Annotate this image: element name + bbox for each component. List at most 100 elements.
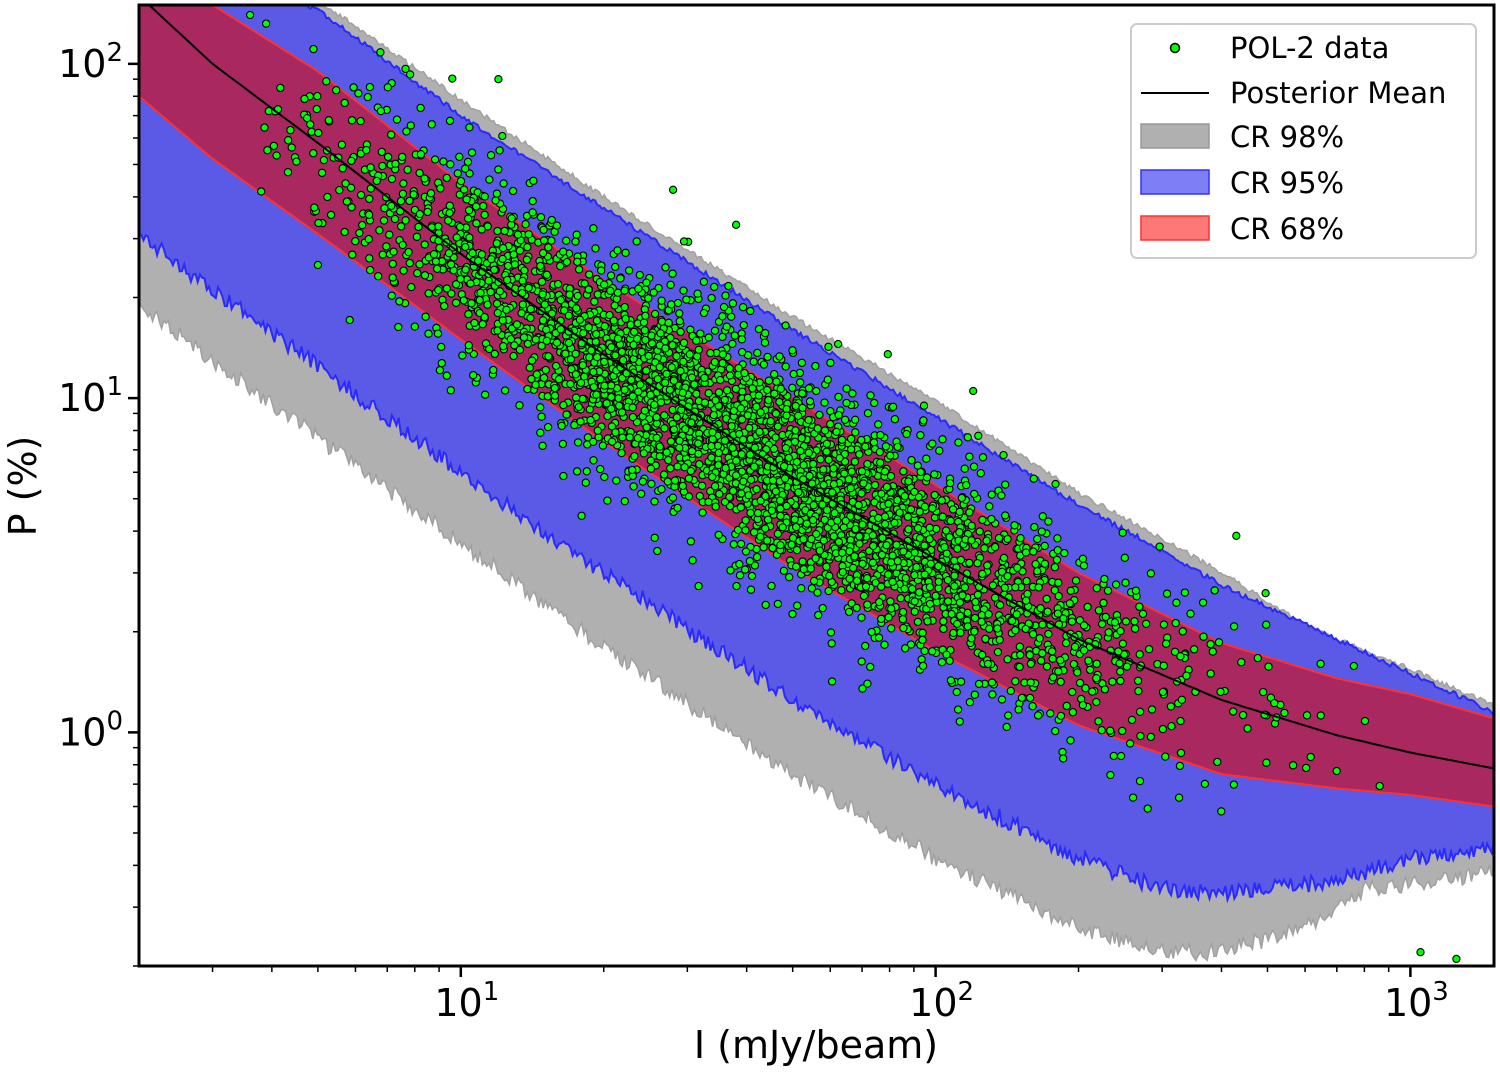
data-point <box>1051 479 1060 489</box>
data-point <box>416 150 426 159</box>
data-point <box>420 271 430 280</box>
data-point <box>960 464 969 473</box>
data-point <box>509 250 518 259</box>
data-point <box>925 534 934 544</box>
data-point <box>1172 598 1181 607</box>
data-point <box>455 222 465 232</box>
data-point <box>536 403 545 412</box>
data-point <box>910 570 919 580</box>
data-point <box>537 412 546 421</box>
data-point <box>378 161 387 171</box>
data-point <box>920 646 929 656</box>
data-point <box>678 388 687 397</box>
data-point <box>461 164 470 173</box>
data-point <box>1261 589 1270 598</box>
data-point <box>1029 474 1038 483</box>
data-point <box>855 450 864 459</box>
data-point <box>398 189 408 198</box>
data-point <box>761 524 770 533</box>
data-point <box>1094 717 1103 726</box>
data-point <box>825 571 834 581</box>
data-point <box>445 201 454 210</box>
data-point <box>650 400 659 409</box>
data-point <box>342 197 352 206</box>
data-point <box>600 381 609 390</box>
data-point <box>773 599 783 609</box>
data-point <box>660 424 669 433</box>
data-point <box>994 533 1004 543</box>
data-point <box>442 173 451 183</box>
data-point <box>347 116 357 125</box>
data-point <box>676 366 685 376</box>
data-point <box>1161 639 1171 648</box>
data-point <box>1050 563 1060 572</box>
data-point <box>406 121 415 130</box>
data-point <box>768 476 778 485</box>
data-point <box>1159 661 1168 670</box>
data-point <box>1175 761 1185 771</box>
data-point <box>1108 677 1117 686</box>
data-point <box>724 281 733 291</box>
data-point <box>1083 602 1092 612</box>
data-point <box>928 504 937 513</box>
data-point <box>708 428 717 437</box>
data-point <box>653 546 662 556</box>
data-point <box>721 463 730 473</box>
data-point <box>547 215 556 225</box>
legend: POL-2 data Posterior Mean CR 98% CR 95% … <box>1130 23 1477 259</box>
data-point <box>1270 698 1279 708</box>
data-point <box>592 329 601 339</box>
data-point <box>937 496 946 505</box>
data-point <box>700 373 709 383</box>
data-point <box>901 644 910 653</box>
data-point <box>542 270 552 279</box>
data-point <box>607 437 617 446</box>
data-point <box>577 511 586 520</box>
data-point <box>887 604 896 613</box>
data-point <box>913 461 922 470</box>
data-point <box>916 431 925 440</box>
data-point <box>464 310 473 319</box>
data-point <box>1116 676 1125 686</box>
data-point <box>731 471 741 480</box>
data-point <box>834 410 843 420</box>
y-tick-label: 102 <box>58 38 123 86</box>
data-point <box>567 365 576 374</box>
data-point <box>492 299 502 308</box>
data-point <box>666 437 676 446</box>
data-point <box>374 272 383 281</box>
data-point <box>820 426 830 435</box>
data-point <box>846 434 856 443</box>
data-point <box>539 225 548 234</box>
data-point <box>850 552 859 561</box>
data-point <box>1229 707 1238 716</box>
data-point <box>584 323 593 332</box>
data-point <box>519 333 529 342</box>
data-point <box>690 380 699 389</box>
data-point <box>1155 542 1164 551</box>
data-point <box>728 486 738 496</box>
data-point <box>432 264 442 273</box>
data-point <box>988 581 998 590</box>
data-point <box>1262 620 1271 629</box>
data-point <box>1171 618 1180 628</box>
data-point <box>768 543 777 553</box>
data-point <box>847 445 856 454</box>
data-point <box>967 536 976 545</box>
data-point <box>444 216 453 225</box>
data-point <box>510 341 519 350</box>
data-point <box>464 214 473 223</box>
data-point <box>696 329 705 338</box>
data-point <box>788 609 797 619</box>
data-point <box>653 374 662 384</box>
data-point <box>667 363 676 372</box>
data-point <box>918 628 927 637</box>
data-point <box>1014 705 1023 714</box>
data-point <box>515 246 525 255</box>
data-point <box>556 325 565 334</box>
data-point <box>434 222 443 231</box>
data-point <box>641 335 650 345</box>
data-point <box>1031 559 1040 569</box>
data-point <box>920 541 929 550</box>
data-point <box>904 525 913 534</box>
